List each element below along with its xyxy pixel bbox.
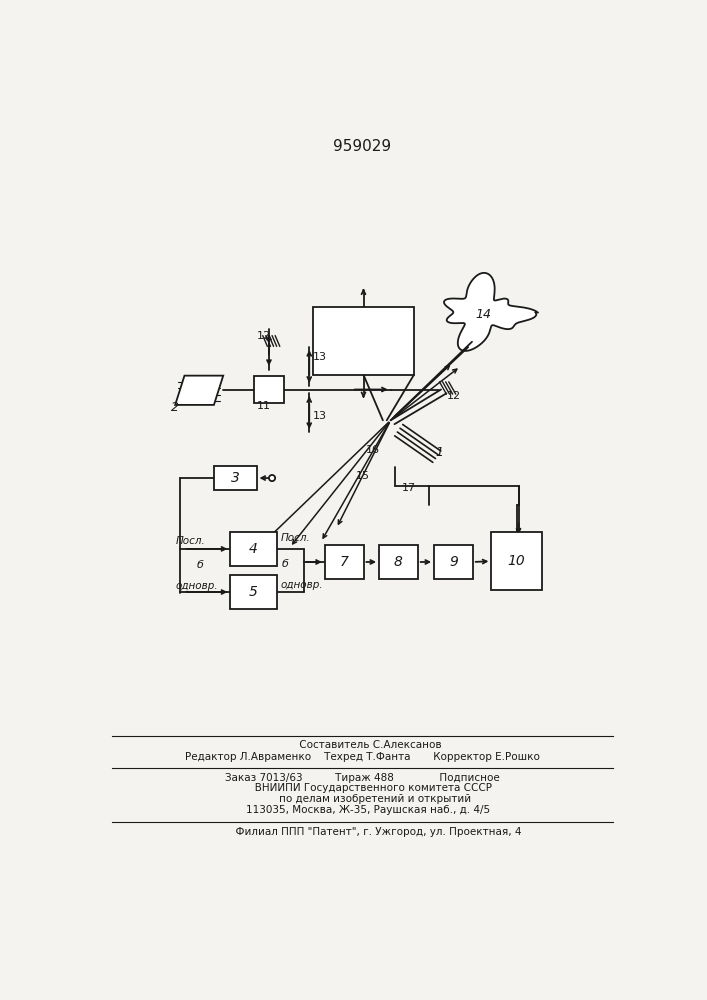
Text: Заказ 7013/63          Тираж 488              Подписное: Заказ 7013/63 Тираж 488 Подписное — [225, 773, 499, 783]
Text: 13: 13 — [313, 352, 327, 362]
Text: 8: 8 — [394, 555, 403, 569]
Text: 7: 7 — [339, 555, 349, 569]
Bar — [379, 545, 418, 579]
Text: 10: 10 — [508, 554, 525, 568]
Text: 9: 9 — [449, 555, 458, 569]
Text: 15: 15 — [356, 471, 370, 481]
Text: Филиал ППП "Патент", г. Ужгород, ул. Проектная, 4: Филиал ППП "Патент", г. Ужгород, ул. Про… — [203, 827, 521, 837]
Text: 113035, Москва, Ж-35, Раушская наб., д. 4/5: 113035, Москва, Ж-35, Раушская наб., д. … — [233, 805, 491, 815]
Text: 13: 13 — [313, 411, 327, 421]
Text: одновр.: одновр. — [281, 580, 323, 590]
Text: 12: 12 — [257, 331, 271, 341]
Text: 11: 11 — [257, 401, 271, 411]
Bar — [230, 575, 276, 609]
Text: одновр.: одновр. — [176, 581, 218, 591]
Text: 4: 4 — [249, 542, 258, 556]
Text: 2: 2 — [171, 401, 180, 414]
Text: 12: 12 — [446, 391, 460, 401]
Text: 16: 16 — [366, 445, 380, 455]
Circle shape — [269, 475, 275, 481]
Bar — [434, 545, 473, 579]
Bar — [313, 307, 414, 375]
Text: б: б — [197, 560, 204, 570]
Bar — [255, 376, 284, 403]
Bar — [491, 532, 542, 590]
Text: Редактор Л.Авраменко    Техред Т.Фанта       Корректор Е.Рошко: Редактор Л.Авраменко Техред Т.Фанта Корр… — [185, 752, 539, 762]
Bar — [214, 466, 257, 490]
Text: 959029: 959029 — [333, 139, 391, 154]
Bar — [230, 532, 276, 566]
Polygon shape — [175, 376, 223, 405]
Text: Посл.: Посл. — [281, 533, 310, 543]
Text: 1: 1 — [436, 446, 443, 459]
Text: 5: 5 — [249, 585, 258, 599]
Bar — [325, 545, 363, 579]
Text: ВНИИПИ Государственного комитета СССР: ВНИИПИ Государственного комитета СССР — [232, 783, 492, 793]
Text: по делам изобретений и открытий: по делам изобретений и открытий — [253, 794, 471, 804]
Text: б: б — [282, 559, 289, 569]
Text: 14: 14 — [476, 308, 492, 321]
Polygon shape — [444, 273, 538, 351]
Text: Посл.: Посл. — [176, 536, 206, 546]
Text: 17: 17 — [402, 483, 416, 493]
Text: 3: 3 — [230, 471, 240, 485]
Text: Составитель С.Алексанов: Составитель С.Алексанов — [283, 740, 441, 750]
